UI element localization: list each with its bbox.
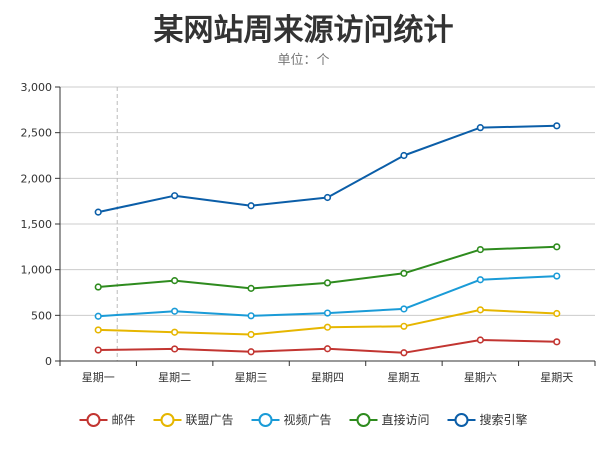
series-1[interactable] bbox=[94, 336, 561, 357]
series-3[interactable] bbox=[94, 272, 561, 320]
data-point[interactable] bbox=[553, 122, 561, 130]
x-tick-label: 星期二 bbox=[158, 371, 191, 384]
data-point[interactable] bbox=[94, 312, 102, 320]
legend-circle-icon bbox=[86, 413, 101, 427]
data-point[interactable] bbox=[400, 322, 408, 330]
series-2[interactable] bbox=[94, 306, 561, 339]
legend-item[interactable]: 直接访问 bbox=[349, 412, 430, 427]
legend-label: 搜索引擎 bbox=[480, 412, 528, 427]
data-point[interactable] bbox=[400, 349, 408, 357]
data-point[interactable] bbox=[94, 283, 102, 291]
data-point[interactable] bbox=[247, 330, 255, 339]
data-point[interactable] bbox=[94, 346, 102, 354]
data-point[interactable] bbox=[171, 345, 179, 353]
data-point[interactable] bbox=[247, 348, 255, 356]
data-point[interactable] bbox=[171, 328, 179, 336]
data-point[interactable] bbox=[323, 309, 332, 317]
x-tick-label: 星期三 bbox=[235, 371, 268, 384]
axis-layer: 0 500 1,000 1,500 2,000 2,500 3,000 星期一 星期二 星期三 星期… bbox=[21, 81, 596, 384]
legend-circle-icon bbox=[356, 413, 371, 427]
data-point[interactable] bbox=[94, 326, 102, 334]
data-point[interactable] bbox=[476, 276, 484, 284]
y-tick-label: 2,500 bbox=[21, 127, 53, 140]
data-point[interactable] bbox=[171, 192, 179, 200]
data-point[interactable] bbox=[400, 305, 408, 313]
y-tick-label: 3,000 bbox=[21, 81, 53, 94]
data-point[interactable] bbox=[247, 312, 255, 320]
data-point[interactable] bbox=[476, 124, 484, 132]
data-point[interactable] bbox=[476, 336, 484, 344]
data-point[interactable] bbox=[247, 284, 255, 292]
data-point[interactable] bbox=[323, 279, 332, 287]
legend-label: 邮件 bbox=[112, 413, 136, 427]
legend-item[interactable]: 邮件 bbox=[79, 413, 136, 427]
legend-circle-icon bbox=[454, 413, 469, 427]
data-point[interactable] bbox=[323, 345, 332, 353]
legend-circle-icon bbox=[160, 413, 175, 427]
x-tick-label: 星期一 bbox=[82, 371, 115, 384]
x-tick-label: 星期天 bbox=[540, 371, 573, 384]
data-point[interactable] bbox=[400, 151, 408, 160]
legend[interactable]: 邮件 联盟广告 视频广告 直接访问 搜索引擎 bbox=[79, 412, 528, 427]
y-tick-label: 0 bbox=[45, 355, 52, 368]
data-point[interactable] bbox=[553, 338, 561, 346]
data-point[interactable] bbox=[171, 307, 179, 315]
data-point[interactable] bbox=[476, 245, 484, 254]
data-point[interactable] bbox=[400, 269, 408, 277]
series-5[interactable] bbox=[94, 122, 561, 216]
legend-item[interactable]: 视频广告 bbox=[251, 412, 332, 427]
data-point[interactable] bbox=[553, 309, 561, 318]
y-tick-label: 1,500 bbox=[21, 218, 53, 231]
data-point[interactable] bbox=[171, 277, 179, 285]
legend-circle-icon bbox=[258, 413, 273, 427]
legend-item[interactable]: 搜索引擎 bbox=[447, 412, 528, 427]
y-tick-label: 500 bbox=[31, 309, 52, 322]
legend-label: 视频广告 bbox=[284, 412, 332, 427]
data-point[interactable] bbox=[476, 306, 484, 314]
data-point[interactable] bbox=[553, 243, 561, 251]
legend-item[interactable]: 联盟广告 bbox=[153, 413, 234, 427]
chart-title: 某网站周来源访问统计 bbox=[154, 13, 454, 48]
data-point[interactable] bbox=[323, 193, 332, 202]
chart-subtitle: 单位：个 bbox=[277, 53, 329, 68]
data-point[interactable] bbox=[94, 208, 102, 216]
series-layer bbox=[94, 122, 561, 357]
data-point[interactable] bbox=[247, 202, 255, 210]
legend-label: 联盟广告 bbox=[186, 413, 234, 427]
y-tick-label: 2,000 bbox=[21, 172, 53, 185]
x-tick-label: 星期四 bbox=[311, 371, 344, 384]
data-point[interactable] bbox=[553, 272, 561, 280]
x-tick-label: 星期五 bbox=[387, 371, 420, 384]
series-4[interactable] bbox=[94, 243, 561, 292]
legend-label: 直接访问 bbox=[382, 412, 430, 427]
grid-layer bbox=[60, 86, 595, 361]
x-tick-label: 星期六 bbox=[464, 371, 497, 384]
y-tick-label: 1,000 bbox=[21, 264, 53, 277]
data-point[interactable] bbox=[323, 323, 332, 331]
